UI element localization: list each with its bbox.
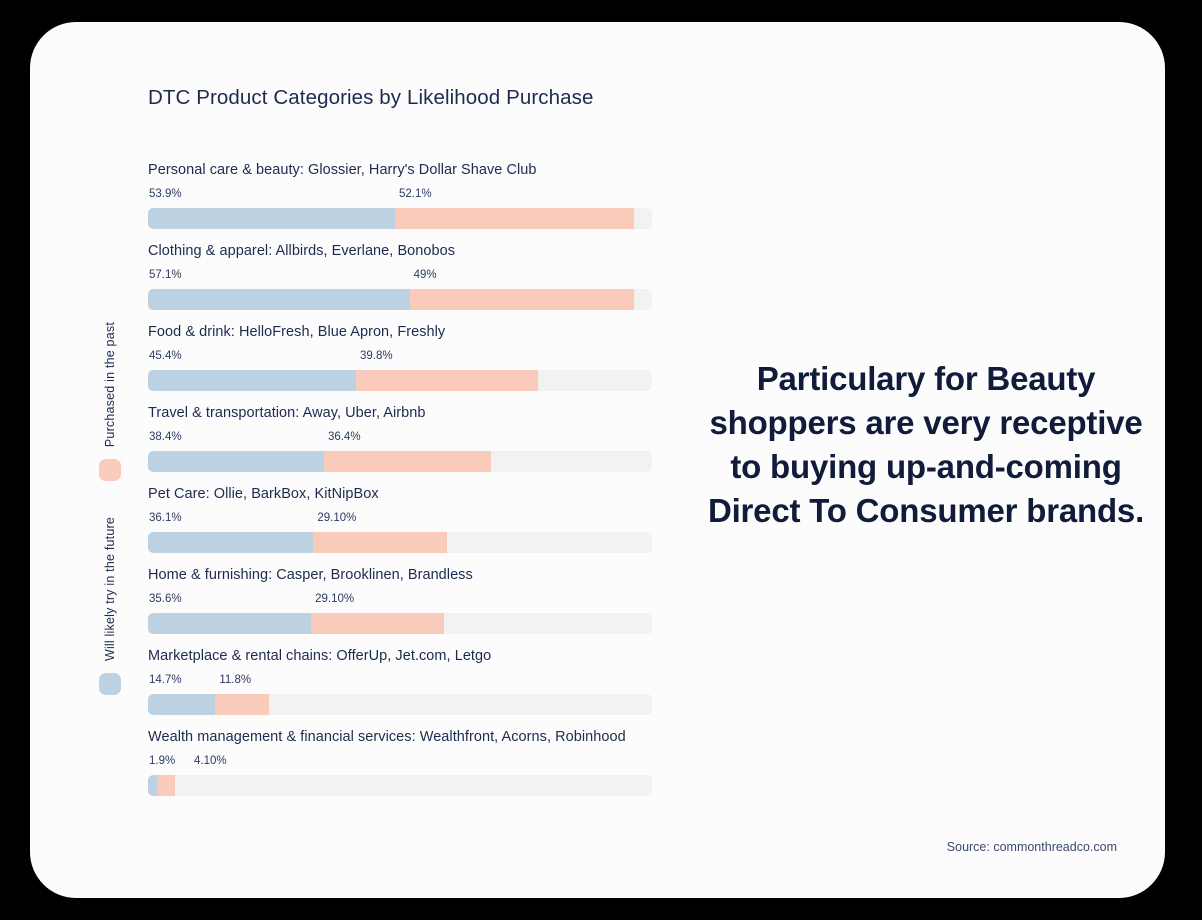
- legend-label-will-likely-try-in-the-future: Will likely try in the future: [103, 517, 117, 662]
- bar-segment-future: [148, 694, 216, 715]
- bar-segment-past: [394, 208, 634, 229]
- value-label-past: 36.4%: [327, 431, 361, 443]
- bar-row: Personal care & beauty: Glossier, Harry'…: [148, 160, 652, 229]
- category-label: Personal care & beauty: Glossier, Harry'…: [148, 162, 537, 178]
- bar-row: Food & drink: HelloFresh, Blue Apron, Fr…: [148, 322, 652, 391]
- value-label-future: 35.6%: [149, 593, 182, 605]
- bar-row: Pet Care: Ollie, BarkBox, KitNipBox 36.1%…: [148, 484, 652, 553]
- value-labels: 35.6% 29.10%: [148, 591, 652, 611]
- bar-segment-past: [313, 532, 447, 553]
- source-note: Source: commonthreadco.com: [946, 840, 1117, 854]
- bar-segment-future: [148, 451, 324, 472]
- bar-segment-future: [148, 775, 157, 796]
- legend-label-purchased-in-the-past: Purchased in the past: [103, 322, 117, 448]
- pull-quote: Particulary for Beauty shoppers are very…: [707, 360, 1145, 529]
- bar-track: [148, 694, 652, 715]
- bar-chart: Personal care & beauty: Glossier, Harry'…: [148, 160, 652, 796]
- category-label: Travel & transportation: Away, Uber, Air…: [148, 405, 426, 421]
- value-label-past: 29.10%: [315, 593, 355, 605]
- legend-swatch-blue: [99, 673, 121, 696]
- bar-segment-future: [148, 208, 395, 229]
- value-label-past: 11.8%: [219, 674, 252, 686]
- bar-row: Wealth management & financial services: …: [148, 727, 652, 796]
- bar-track: [148, 208, 652, 229]
- value-labels: 14.7% 11.8%: [148, 672, 652, 692]
- bar-segment-past: [215, 694, 270, 715]
- bar-row: Travel & transportation: Away, Uber, Air…: [148, 403, 652, 472]
- value-label-past: 49%: [413, 269, 437, 281]
- value-labels: 36.1% 29.10%: [148, 510, 652, 530]
- chart-legend: Purchased in the past Will likely try in…: [88, 322, 132, 742]
- bar-track: [148, 532, 652, 553]
- value-label-past: 29.10%: [317, 512, 357, 524]
- value-label-future: 53.9%: [149, 188, 182, 200]
- category-label: Clothing & apparel: Allbirds, Everlane, …: [148, 243, 456, 259]
- bar-row: Clothing & apparel: Allbirds, Everlane, …: [148, 241, 652, 310]
- bar-segment-future: [148, 370, 356, 391]
- value-labels: 38.4% 36.4%: [148, 429, 652, 449]
- value-label-future: 1.9%: [149, 755, 176, 767]
- value-label-future: 14.7%: [149, 674, 182, 686]
- chart-card: DTC Product Categories by Likelihood Pur…: [30, 22, 1165, 898]
- value-label-past: 39.8%: [360, 350, 393, 362]
- value-labels: 1.9% 4.10%: [148, 753, 652, 773]
- category-label: Food & drink: HelloFresh, Blue Apron, Fr…: [148, 324, 446, 340]
- category-label: Marketplace & rental chains: OfferUp, Je…: [148, 648, 492, 664]
- bar-segment-future: [148, 613, 312, 634]
- bar-row: Marketplace & rental chains: OfferUp, Je…: [148, 646, 652, 715]
- bar-segment-future: [148, 532, 314, 553]
- bar-segment-past: [323, 451, 491, 472]
- page-title: DTC Product Categories by Likelihood Pur…: [148, 86, 594, 109]
- value-label-past: 4.10%: [194, 755, 227, 767]
- value-label-future: 38.4%: [149, 431, 182, 443]
- bar-segment-past: [356, 370, 539, 391]
- value-label-future: 57.1%: [149, 269, 182, 281]
- bar-track: [148, 451, 652, 472]
- bar-track: [148, 775, 652, 796]
- category-label: Home & furnishing: Casper, Brooklinen, B…: [148, 567, 473, 583]
- value-labels: 53.9% 52.1%: [148, 186, 652, 206]
- legend-item-purchased-in-the-past: Purchased in the past: [88, 322, 132, 482]
- category-label: Pet Care: Ollie, BarkBox, KitNipBox: [148, 486, 379, 502]
- value-label-past: 52.1%: [398, 188, 432, 200]
- category-label: Wealth management & financial services: …: [148, 729, 626, 745]
- bar-track: [148, 613, 652, 634]
- bar-segment-past: [311, 613, 445, 634]
- value-label-future: 45.4%: [149, 350, 182, 362]
- value-label-future: 36.1%: [149, 512, 182, 524]
- bar-track: [148, 370, 652, 391]
- bar-segment-future: [148, 289, 410, 310]
- legend-item-will-likely-try-in-the-future: Will likely try in the future: [88, 517, 132, 696]
- bar-row: Home & furnishing: Casper, Brooklinen, B…: [148, 565, 652, 634]
- bar-track: [148, 289, 652, 310]
- value-labels: 57.1% 49%: [148, 267, 652, 287]
- bar-segment-past: [156, 775, 176, 796]
- bar-segment-past: [409, 289, 635, 310]
- legend-swatch-salmon: [99, 459, 121, 482]
- value-labels: 45.4% 39.8%: [148, 348, 652, 368]
